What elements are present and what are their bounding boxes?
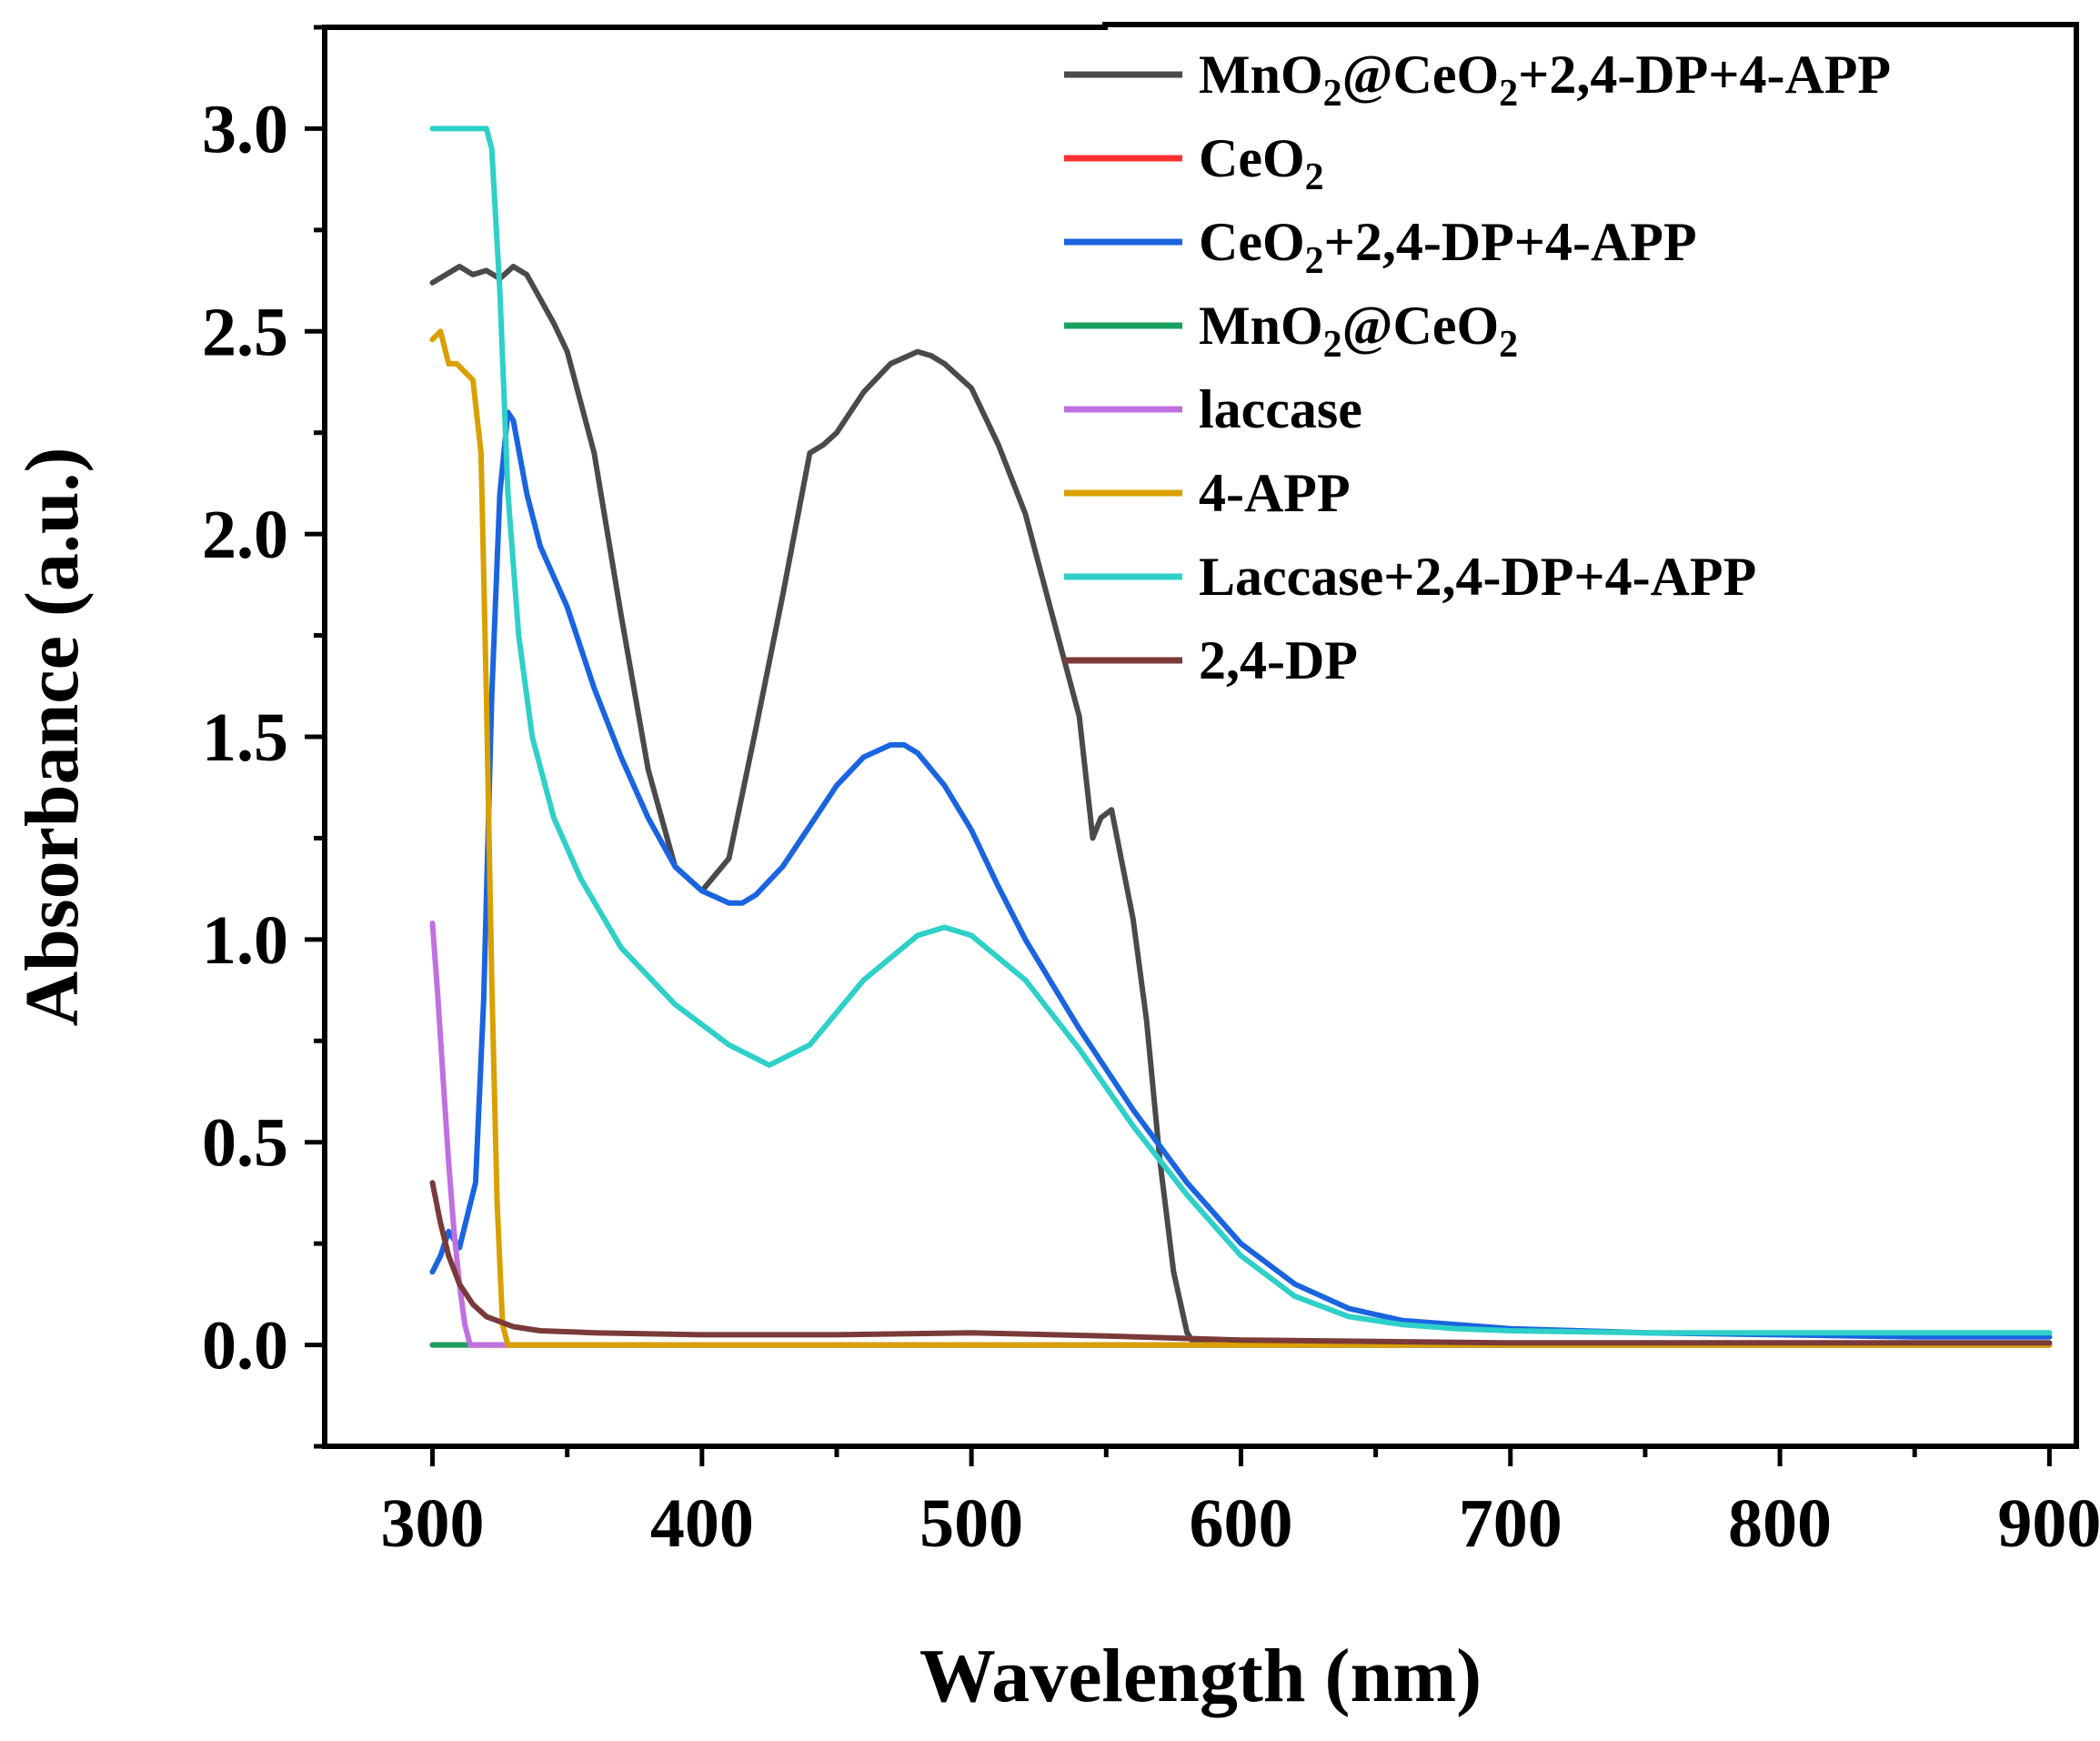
x-axis-title: Wavelength (nm) [919,1634,1482,1718]
x-tick-label: 700 [1459,1485,1562,1562]
series-line-laccase [429,921,2053,1348]
legend-label-part: 2 [1499,324,1518,366]
series-line-ceo2-2-4-dp-4-app [429,409,2053,1340]
series-line-4-app [429,328,2053,1348]
legend-label-part: 2 [1323,73,1342,115]
y-tick-label: 2.0 [202,497,288,573]
legend-label-part: laccase [1199,379,1362,439]
legend-label-laccase: laccase [1199,379,1362,439]
y-tick-label: 3.0 [202,91,288,167]
legend-label-part: 4-APP [1199,463,1351,523]
x-tick-labels: 300 400 500 600 700 800 900 [381,1485,2100,1562]
y-tick-label: 0.5 [202,1105,288,1182]
legend-label-mno2-ceo2-2-4-dp-4-app: MnO2@CeO2+2,4-DP+4-APP [1199,45,1891,115]
x-tick-label: 300 [381,1485,485,1562]
axis-ticks [305,25,2052,1466]
legend-label-part: 2 [1305,156,1324,198]
legend-label-2-4-dp: 2,4-DP [1199,630,1358,690]
legend-label-part: +2,4-DP+4-APP [1324,212,1697,272]
legend-label-part: Laccase+2,4-DP+4-APP [1199,547,1756,607]
legend-label-part: 2 [1305,240,1324,282]
x-tick-label: 500 [919,1485,1023,1562]
x-tick-label: 600 [1189,1485,1292,1562]
y-tick-label: 0.0 [202,1308,288,1384]
legend: MnO2@CeO2+2,4-DP+4-APPCeO2CeO2+2,4-DP+4-… [1064,45,1891,690]
legend-label-part: +2,4-DP+4-APP [1518,45,1891,105]
legend-label-ceo2-2-4-dp-4-app: CeO2+2,4-DP+4-APP [1199,212,1697,282]
legend-label-part: MnO [1199,296,1323,356]
legend-label-part: 2 [1499,73,1518,115]
x-tick-label: 900 [1997,1485,2100,1562]
legend-label-mno2-ceo2: MnO2@CeO2 [1199,296,1518,366]
x-tick-label: 400 [650,1485,754,1562]
series-line-laccase-2-4-dp-4-app [429,126,2053,1336]
legend-label-4-app: 4-APP [1199,463,1351,523]
series-line-2-4-dp [429,1180,2053,1346]
legend-label-part: CeO [1199,128,1305,188]
legend-label-laccase-2-4-dp-4-app: Laccase+2,4-DP+4-APP [1199,547,1756,607]
y-tick-label: 1.0 [202,902,288,979]
series-line-mno2-ceo2-2-4-dp-4-app [429,264,2053,1348]
y-tick-label: 1.5 [202,699,288,776]
legend-label-part: 2 [1323,324,1342,366]
series-lines [429,126,2053,1348]
legend-label-part: CeO [1199,212,1305,272]
legend-label-part: @CeO [1342,45,1499,105]
plot-frame [322,22,2079,1449]
y-tick-labels: 0.0 0.5 1.0 1.5 2.0 2.5 3.0 [202,91,288,1384]
y-axis-title: Absorbance (a.u.) [10,447,95,1026]
axis-frame [322,22,2079,1449]
legend-label-ceo2: CeO2 [1199,128,1324,198]
legend-label-part: @CeO [1342,296,1499,356]
x-tick-label: 800 [1728,1485,1832,1562]
legend-label-part: MnO [1199,45,1323,105]
legend-label-part: 2,4-DP [1199,630,1358,690]
y-tick-label: 2.5 [202,294,288,370]
